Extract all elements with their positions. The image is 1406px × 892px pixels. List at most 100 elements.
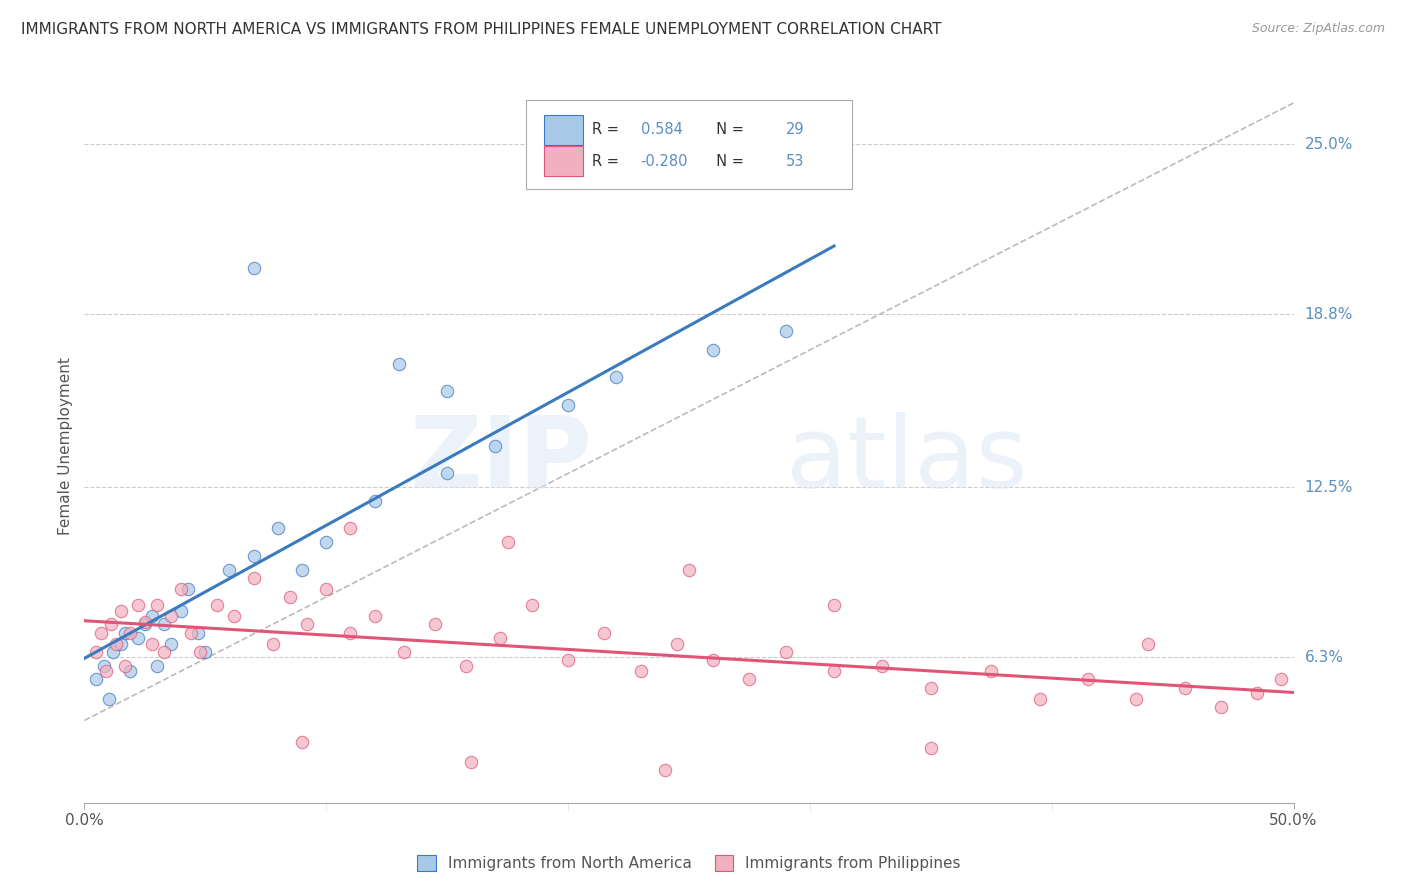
Point — [110, 637, 132, 651]
Point — [291, 735, 314, 749]
Point — [291, 562, 314, 576]
Text: 25.0%: 25.0% — [1305, 136, 1353, 152]
Point — [153, 617, 176, 632]
Point — [160, 609, 183, 624]
Point — [460, 755, 482, 769]
Point — [146, 598, 169, 612]
Point — [484, 439, 506, 453]
Point — [388, 357, 411, 371]
Point — [114, 658, 136, 673]
FancyBboxPatch shape — [526, 100, 852, 189]
Point — [218, 562, 240, 576]
Text: Source: ZipAtlas.com: Source: ZipAtlas.com — [1251, 22, 1385, 36]
Point — [86, 645, 108, 659]
FancyBboxPatch shape — [544, 146, 582, 177]
Point — [110, 604, 132, 618]
Point — [94, 664, 117, 678]
Point — [456, 658, 478, 673]
Point — [665, 637, 688, 651]
Point — [1125, 691, 1147, 706]
Text: 29: 29 — [786, 122, 804, 137]
Text: -0.280: -0.280 — [641, 153, 688, 169]
Point — [315, 535, 337, 549]
Point — [134, 615, 156, 629]
Point — [702, 343, 724, 357]
Point — [90, 625, 112, 640]
Point — [103, 645, 125, 659]
Point — [114, 625, 136, 640]
Point — [823, 664, 845, 678]
Point — [1209, 699, 1232, 714]
FancyBboxPatch shape — [544, 115, 582, 145]
Point — [392, 645, 415, 659]
Text: ZIP: ZIP — [409, 412, 592, 508]
Point — [97, 691, 120, 706]
Point — [436, 384, 458, 398]
Point — [141, 637, 163, 651]
Point — [262, 637, 284, 651]
Point — [295, 617, 318, 632]
Point — [315, 582, 337, 596]
Y-axis label: Female Unemployment: Female Unemployment — [58, 357, 73, 535]
Point — [278, 590, 301, 604]
Point — [1174, 681, 1197, 695]
Text: R =: R = — [592, 122, 624, 137]
Point — [242, 549, 264, 563]
Point — [267, 521, 290, 535]
Point — [363, 609, 385, 624]
Point — [872, 658, 894, 673]
Point — [104, 637, 127, 651]
Point — [1270, 673, 1292, 687]
Point — [160, 637, 183, 651]
Point — [920, 681, 942, 695]
Point — [775, 324, 797, 338]
Text: 6.3%: 6.3% — [1305, 650, 1344, 665]
Point — [678, 562, 700, 576]
Point — [496, 535, 519, 549]
Point — [146, 658, 169, 673]
Point — [339, 521, 361, 535]
Point — [127, 631, 149, 645]
Point — [190, 645, 212, 659]
Point — [242, 260, 264, 275]
Point — [630, 664, 652, 678]
Point — [177, 582, 200, 596]
Point — [339, 625, 361, 640]
Point — [100, 617, 122, 632]
Text: 18.8%: 18.8% — [1305, 307, 1353, 322]
Point — [489, 631, 512, 645]
Point — [605, 370, 627, 384]
Point — [436, 467, 458, 481]
Point — [557, 653, 579, 667]
Text: IMMIGRANTS FROM NORTH AMERICA VS IMMIGRANTS FROM PHILIPPINES FEMALE UNEMPLOYMENT: IMMIGRANTS FROM NORTH AMERICA VS IMMIGRA… — [21, 22, 942, 37]
Point — [593, 625, 616, 640]
Point — [1137, 637, 1160, 651]
Point — [134, 617, 156, 632]
Text: 0.584: 0.584 — [641, 122, 682, 137]
Point — [153, 645, 176, 659]
Point — [1077, 673, 1099, 687]
Point — [702, 653, 724, 667]
Text: 53: 53 — [786, 153, 804, 169]
Point — [738, 673, 761, 687]
Text: N =: N = — [707, 153, 748, 169]
Point — [520, 598, 543, 612]
Point — [1028, 691, 1050, 706]
Point — [823, 598, 845, 612]
Point — [93, 658, 115, 673]
Point — [170, 582, 193, 596]
Point — [775, 645, 797, 659]
Point — [224, 609, 246, 624]
Text: atlas: atlas — [786, 412, 1028, 508]
Point — [363, 494, 385, 508]
Point — [120, 625, 142, 640]
Point — [423, 617, 446, 632]
Point — [194, 645, 217, 659]
Point — [654, 763, 676, 777]
Point — [187, 625, 209, 640]
Text: R =: R = — [592, 153, 624, 169]
Point — [86, 673, 108, 687]
Point — [127, 598, 149, 612]
Point — [180, 625, 202, 640]
Point — [170, 604, 193, 618]
